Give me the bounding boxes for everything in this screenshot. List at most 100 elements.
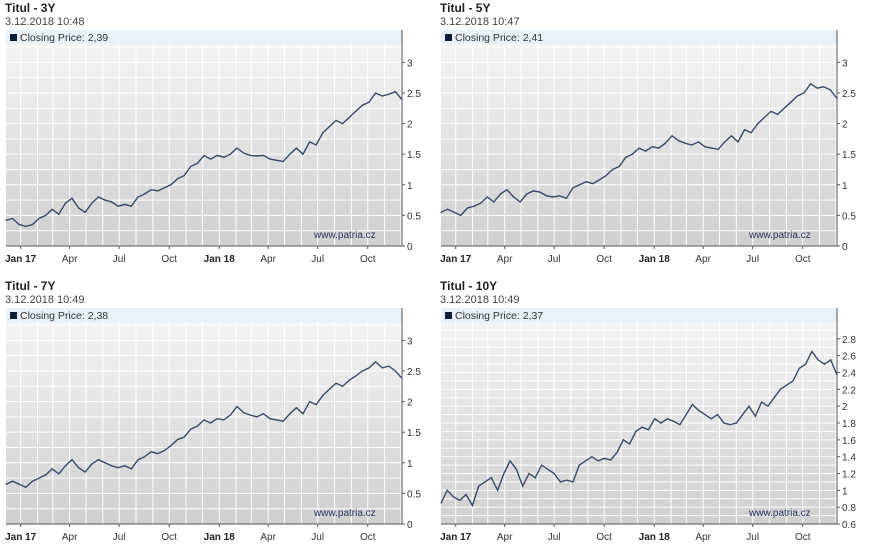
chart-title: Titul - 10Y [440, 279, 498, 293]
data-point [394, 91, 396, 93]
data-point [816, 87, 818, 89]
plot-area [6, 308, 402, 524]
data-point [368, 101, 370, 103]
legend-marker [445, 34, 452, 41]
data-point [150, 451, 152, 453]
legend-strip [441, 30, 837, 44]
plot-area [441, 308, 837, 524]
y-tick-label: 1.6 [842, 436, 856, 447]
x-tick-label: Apr [695, 254, 711, 265]
watermark: www.patria.cz [748, 508, 811, 519]
watermark: www.patria.cz [313, 508, 376, 519]
data-point [256, 416, 258, 418]
data-point [748, 405, 750, 407]
data-point [51, 208, 53, 210]
data-point [473, 205, 475, 207]
chart-title: Titul - 3Y [5, 1, 56, 15]
y-tick-label: 2.5 [407, 367, 421, 378]
y-tick-label: 2.5 [842, 89, 856, 100]
chart-panel-3y: Titul - 3Y 3.12.2018 10:48 0 0.5 1 1.5 2 2.5 3… [5, 2, 433, 272]
y-tick-label: 1.5 [407, 428, 421, 439]
data-point [466, 207, 468, 209]
data-point [190, 165, 192, 168]
data-point [157, 453, 159, 455]
data-point [770, 110, 772, 112]
y-tick-label: 1.5 [842, 150, 856, 161]
data-point [183, 175, 185, 177]
legend-marker [445, 312, 452, 319]
x-tick-label: Jan 17 [5, 532, 37, 543]
y-tick-label: 2 [407, 398, 413, 409]
data-point [203, 419, 205, 421]
data-point [375, 92, 377, 94]
data-point [647, 429, 650, 431]
chart-timestamp: 3.12.2018 10:49 [440, 294, 520, 306]
data-point [679, 424, 681, 426]
data-point [64, 202, 66, 204]
data-point [453, 211, 455, 213]
data-point [597, 460, 599, 462]
plot-area [441, 30, 837, 246]
x-tick-label: Apr [62, 254, 78, 265]
data-point [584, 460, 587, 462]
y-tick-label: 1 [842, 486, 848, 497]
data-point [638, 147, 640, 149]
data-point [302, 413, 304, 415]
legend-label: Closing Price: 2,38 [20, 310, 108, 322]
data-point [465, 493, 467, 496]
data-point [547, 468, 549, 470]
data-point [91, 202, 93, 204]
data-point [631, 153, 633, 155]
data-point [532, 190, 534, 192]
data-point [236, 147, 238, 149]
data-point [716, 413, 719, 416]
data-point [572, 481, 574, 483]
x-tick-label: Jan 17 [440, 254, 472, 265]
data-point [342, 122, 344, 125]
y-tick-label: 2.4 [842, 369, 856, 380]
data-point [823, 86, 825, 88]
data-point [190, 428, 192, 430]
data-point [388, 365, 390, 367]
data-point [605, 175, 607, 177]
data-point [203, 154, 205, 157]
data-point [717, 148, 719, 150]
data-point [798, 367, 800, 369]
data-point [249, 414, 251, 416]
data-point [591, 456, 593, 458]
data-point [5, 219, 7, 221]
data-point [460, 214, 462, 216]
data-point [817, 359, 819, 361]
x-tick-label: Jan 17 [440, 532, 472, 543]
data-point [616, 451, 618, 454]
data-point [522, 485, 524, 487]
data-point [698, 409, 700, 411]
data-point [539, 191, 541, 193]
data-point [183, 436, 185, 438]
watermark: www.patria.cz [748, 230, 811, 241]
x-tick-label: Jan 17 [5, 254, 37, 265]
chart-svg: 0 0.5 1 1.5 2 2.5 3 Jan 17 Apr Jul Oct Jan 18 Apr Jul… [440, 30, 856, 265]
data-point [58, 213, 60, 215]
data-point [289, 153, 291, 155]
data-point [38, 477, 40, 479]
data-point [210, 422, 212, 424]
data-point [526, 193, 528, 195]
data-point [579, 184, 581, 186]
data-point [786, 384, 788, 386]
data-point [302, 153, 304, 155]
data-point [262, 413, 264, 415]
x-tick-label: Jan 18 [204, 254, 236, 265]
data-point [777, 113, 779, 115]
legend-marker [10, 312, 17, 319]
data-point [5, 483, 7, 485]
data-point [773, 397, 775, 399]
data-point [478, 485, 480, 487]
data-point [170, 184, 172, 186]
data-point [216, 418, 218, 420]
data-point [440, 502, 442, 504]
data-point [361, 370, 363, 372]
data-point [440, 211, 442, 213]
data-point [71, 459, 73, 461]
data-point [452, 496, 455, 498]
